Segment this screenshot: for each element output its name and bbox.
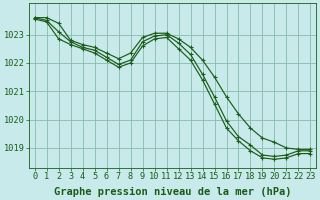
X-axis label: Graphe pression niveau de la mer (hPa): Graphe pression niveau de la mer (hPa) bbox=[54, 186, 291, 197]
